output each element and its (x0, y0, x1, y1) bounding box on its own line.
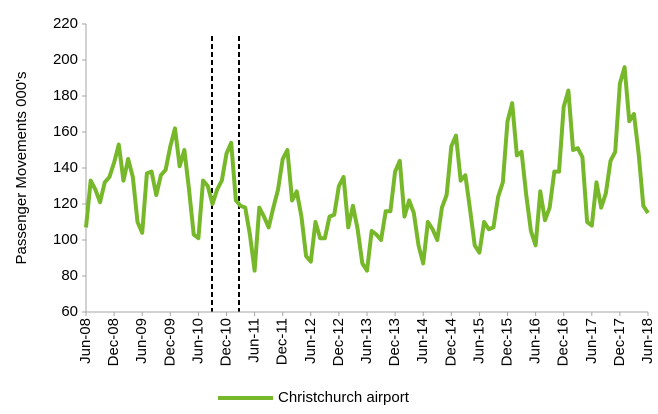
x-tick-label: Dec-13 (386, 318, 403, 366)
y-tick-label: 140 (53, 159, 78, 176)
x-tick-label: Jun-16 (527, 318, 544, 364)
y-tick-label: 100 (53, 231, 78, 248)
x-tick-label: Jun-12 (302, 318, 319, 364)
x-tick-label: Jun-08 (77, 318, 94, 364)
y-axis-title: Passenger Movements 000's (13, 72, 30, 265)
series-line (84, 65, 650, 273)
x-tick-label: Dec-14 (442, 318, 459, 366)
x-tick-label: Dec-11 (274, 318, 291, 365)
x-tick-label: Jun-15 (470, 318, 487, 364)
x-tick-label: Dec-16 (555, 318, 572, 366)
x-tick-label: Dec-17 (611, 318, 628, 366)
x-tick-label: Jun-10 (189, 318, 206, 364)
x-tick-label: Dec-15 (498, 318, 515, 366)
x-tick-label: Jun-14 (414, 318, 431, 364)
x-tick-label: Dec-10 (217, 318, 234, 366)
y-tick-label: 180 (53, 87, 78, 104)
x-tick-label: Dec-09 (161, 318, 178, 366)
legend-label: Christchurch airport (278, 389, 410, 406)
x-tick-label: Jun-18 (639, 318, 656, 364)
y-tick-label: 160 (53, 123, 78, 140)
y-tick-label: 220 (53, 15, 78, 32)
x-tick-label: Jun-17 (583, 318, 600, 364)
x-tick-label: Jun-09 (133, 318, 150, 364)
y-tick-label: 200 (53, 51, 78, 68)
x-tick-label: Dec-12 (330, 318, 347, 366)
x-tick-label: Dec-08 (105, 318, 122, 366)
y-tick-label: 80 (61, 267, 78, 284)
y-tick-label: 60 (61, 303, 78, 320)
x-tick-label: Jun-13 (358, 318, 375, 364)
y-tick-label: 120 (53, 195, 78, 212)
x-tick-label: Jun-11 (246, 318, 263, 363)
